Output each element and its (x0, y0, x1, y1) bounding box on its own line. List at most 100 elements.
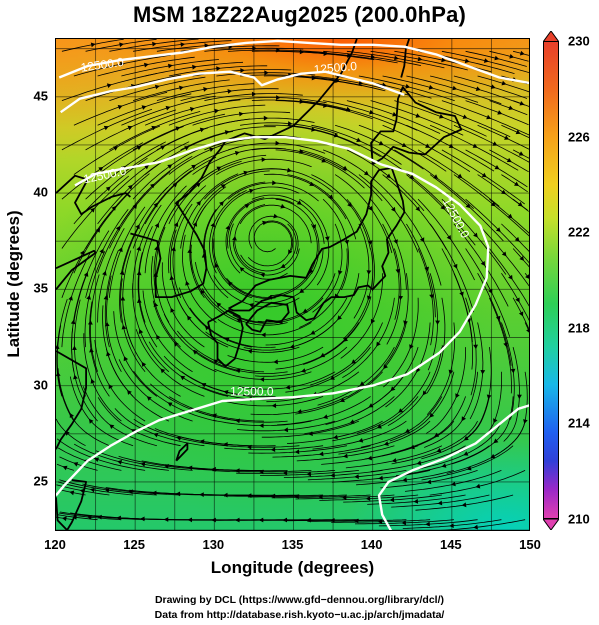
streamline-arrow (103, 125, 109, 131)
streamline (331, 470, 431, 483)
streamline-arrow (366, 270, 372, 275)
streamline (383, 297, 419, 388)
streamline (370, 198, 407, 290)
streamline-arrow (383, 441, 389, 446)
streamline-arrow (117, 105, 123, 110)
streamline-arrow (493, 438, 499, 444)
streamline-arrow (167, 402, 173, 407)
streamline-arrow (365, 496, 371, 501)
streamline-arrow (144, 164, 149, 170)
streamline-arrow (323, 414, 328, 419)
streamline-arrow (102, 270, 107, 276)
streamline-arrow (213, 359, 219, 364)
streamline-arrow (273, 213, 279, 219)
streamline (56, 418, 86, 447)
streamline-arrow (386, 173, 391, 179)
streamline-arrow (106, 83, 112, 88)
streamline (501, 272, 529, 321)
streamline-arrow (271, 403, 277, 408)
streamline-arrow (88, 320, 93, 325)
streamline-arrow (395, 269, 401, 274)
streamline-arrow (90, 42, 96, 48)
streamline-arrow (309, 268, 314, 274)
streamline (489, 100, 528, 116)
streamline-arrow (88, 418, 94, 424)
streamline-arrow (160, 145, 166, 150)
streamline-arrow (70, 319, 76, 325)
streamline-arrow (171, 246, 176, 252)
streamline-arrow (111, 205, 117, 211)
streamline (453, 75, 528, 99)
streamline-arrow (180, 42, 186, 47)
streamline (426, 322, 456, 415)
streamline-arrow (127, 125, 133, 131)
streamline-arrow (62, 516, 67, 522)
credit-drawing: Drawing by DCL (https://www.gfd−dennou.o… (154, 594, 445, 606)
streamline-arrow (263, 115, 269, 121)
streamline-arrow (140, 462, 146, 467)
streamline-arrow (501, 80, 507, 86)
x-tick-145: 145 (439, 537, 462, 552)
streamline (382, 223, 400, 320)
streamline-arrow (62, 465, 68, 471)
streamline-arrow (154, 84, 160, 90)
streamline-arrow (378, 140, 384, 146)
streamline-arrow (517, 394, 522, 400)
streamline-arrow (510, 368, 516, 374)
streamline-arrow (490, 453, 496, 459)
streamline-arrow (175, 126, 181, 131)
streamline-arrow (448, 369, 454, 375)
streamline-arrow (261, 157, 267, 162)
streamline-arrow (394, 55, 399, 61)
streamline-arrow (446, 235, 452, 240)
streamline-arrow (389, 497, 395, 503)
streamline-arrow (440, 205, 446, 210)
streamline-arrow (262, 220, 267, 226)
streamline-arrow (224, 337, 230, 342)
x-tick-120: 120 (44, 537, 66, 552)
streamline-arrow (449, 523, 454, 528)
colorbar-top-arrow (543, 31, 559, 42)
streamline-arrow (334, 293, 340, 299)
streamline-arrow (370, 54, 376, 60)
streamline-arrow (267, 294, 272, 300)
streamline-arrow (415, 113, 421, 118)
streamline-arrow (515, 297, 520, 303)
streamline-arrow (517, 201, 523, 207)
streamline-arrow (118, 247, 123, 253)
streamline-arrow (358, 80, 364, 86)
streamline-arrow (201, 253, 207, 258)
streamline-arrow (104, 321, 110, 327)
streamline-arrow (192, 350, 198, 355)
streamline (251, 148, 347, 172)
streamline-arrow (344, 239, 350, 245)
streamline-arrow (472, 143, 478, 148)
streamline-arrow (204, 43, 209, 49)
streamline-arrow (422, 390, 428, 396)
streamline (501, 174, 528, 193)
streamline-arrow (249, 188, 254, 194)
streamline-arrow (451, 481, 456, 487)
streamline-arrow (80, 250, 85, 256)
colorbar-tick-214: 214 (568, 415, 590, 431)
streamline-arrow (275, 140, 280, 146)
streamline-arrow (441, 463, 447, 468)
streamline-arrow (310, 330, 316, 335)
streamline-arrow (333, 132, 339, 138)
streamline-arrow (401, 520, 406, 526)
streamline-arrow (220, 184, 226, 189)
streamline-arrow (481, 172, 487, 178)
streamline (390, 396, 466, 454)
streamline-arrow (368, 205, 373, 211)
x-tick-140: 140 (360, 537, 383, 552)
streamline-arrow (199, 127, 205, 133)
streamline-arrow (209, 147, 214, 152)
streamline-arrow (235, 368, 241, 374)
streamline-arrow (239, 267, 245, 272)
streamline-arrow (246, 444, 252, 450)
y-tick-45: 45 (33, 88, 48, 104)
streamline-arrow (475, 86, 481, 91)
streamline-arrow (494, 55, 500, 61)
x-tick-125: 125 (123, 537, 146, 552)
streamline-arrow (192, 64, 197, 70)
